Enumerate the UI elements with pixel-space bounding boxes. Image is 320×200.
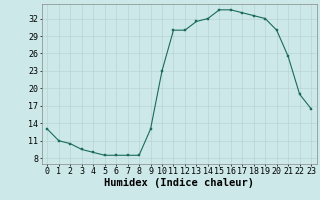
X-axis label: Humidex (Indice chaleur): Humidex (Indice chaleur) <box>104 178 254 188</box>
